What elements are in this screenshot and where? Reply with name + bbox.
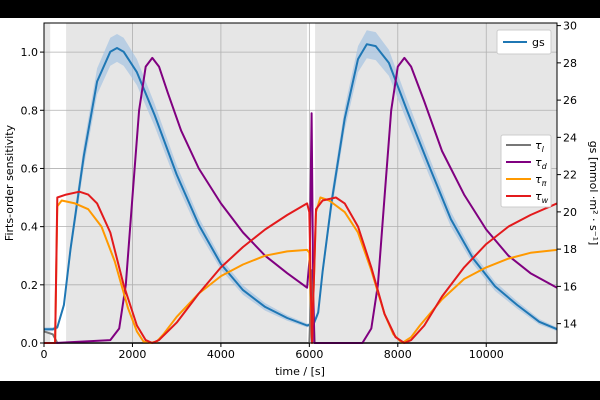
left-axis-label: Firts-order sensitivity (3, 124, 16, 241)
figure: 0 2000 4000 6000 8000 10000 0.0 0.2 0.4 0.6 0.8 1.… (0, 18, 600, 381)
x-tick-label: 0 (41, 348, 48, 361)
right-axis-label: gs [mmol ·m² · s⁻¹] (587, 141, 600, 246)
legend-sensitivities: τl τd τπ τw (500, 134, 552, 208)
plot-frame (43, 22, 558, 344)
x-tick-label: 2000 (118, 348, 146, 361)
left-tick-label: 0.4 (21, 221, 39, 234)
x-axis-ticks: 0 2000 4000 6000 8000 10000 (41, 343, 504, 361)
legend-tau-pi-label: τπ (535, 173, 547, 188)
left-tick-label: 1.0 (21, 46, 39, 59)
right-tick-label: 28 (563, 57, 577, 70)
tau-d-series-line (44, 56, 558, 344)
x-tick-label: 4000 (207, 348, 235, 361)
right-tick-label: 18 (563, 243, 577, 256)
right-tick-label: 30 (563, 20, 577, 33)
tau-pi-series-line (44, 196, 558, 344)
left-axis-ticks: 0.0 0.2 0.4 0.6 0.8 1.0 (21, 46, 44, 350)
left-tick-label: 0.2 (21, 279, 39, 292)
x-axis-label: time / [s] (275, 365, 325, 378)
left-tick-label: 0.0 (21, 337, 39, 350)
legend-gs-label: gs (532, 36, 545, 49)
right-tick-label: 14 (563, 318, 577, 331)
legend-tau-l-label: τl (535, 139, 545, 154)
right-axis-ticks: 14 16 18 20 22 24 26 28 30 (557, 20, 577, 331)
x-tick-label: 10000 (469, 348, 504, 361)
right-tick-label: 22 (563, 169, 577, 182)
right-tick-label: 20 (563, 206, 577, 219)
right-tick-label: 26 (563, 94, 577, 107)
tau-w-series-line (44, 190, 558, 344)
x-tick-label: 8000 (384, 348, 412, 361)
light-interval-0 (50, 23, 67, 343)
legend-sens-box (500, 134, 552, 208)
right-tick-label: 16 (563, 280, 577, 293)
sensitivity-chart: 0 2000 4000 6000 8000 10000 0.0 0.2 0.4 0.6 0.8 1.… (3, 20, 600, 378)
x-tick-label: 6000 (295, 348, 323, 361)
left-tick-label: 0.8 (21, 104, 39, 117)
gs-series-line (44, 43, 558, 331)
right-tick-label: 24 (563, 131, 577, 144)
left-tick-label: 0.6 (21, 162, 39, 175)
plot-background (44, 23, 557, 343)
legend-gs: gs (496, 29, 552, 55)
